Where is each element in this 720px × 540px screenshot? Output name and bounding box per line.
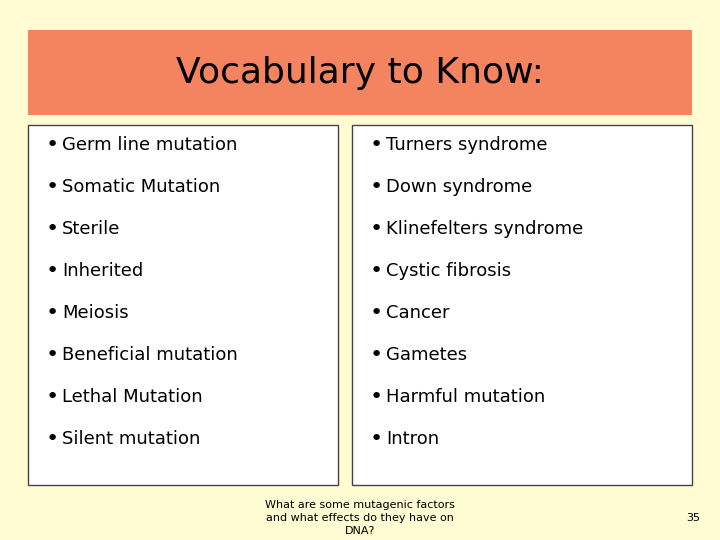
Text: 35: 35 bbox=[686, 513, 700, 523]
Text: Meiosis: Meiosis bbox=[62, 304, 129, 322]
Text: •: • bbox=[370, 429, 383, 449]
Text: •: • bbox=[46, 177, 59, 197]
Text: Somatic Mutation: Somatic Mutation bbox=[62, 178, 220, 196]
Text: •: • bbox=[46, 135, 59, 155]
Text: Down syndrome: Down syndrome bbox=[386, 178, 532, 196]
Text: •: • bbox=[46, 261, 59, 281]
FancyBboxPatch shape bbox=[352, 125, 692, 485]
Text: What are some mutagenic factors
and what effects do they have on
DNA?: What are some mutagenic factors and what… bbox=[265, 500, 455, 536]
Text: •: • bbox=[46, 345, 59, 365]
Text: Intron: Intron bbox=[386, 430, 439, 448]
Text: •: • bbox=[370, 219, 383, 239]
Text: •: • bbox=[370, 345, 383, 365]
Text: •: • bbox=[370, 303, 383, 323]
Text: Cancer: Cancer bbox=[386, 304, 449, 322]
Text: Harmful mutation: Harmful mutation bbox=[386, 388, 545, 406]
Text: •: • bbox=[370, 261, 383, 281]
Text: Turners syndrome: Turners syndrome bbox=[386, 136, 547, 154]
Text: Vocabulary to Know:: Vocabulary to Know: bbox=[176, 56, 544, 90]
Text: •: • bbox=[370, 135, 383, 155]
Text: •: • bbox=[46, 429, 59, 449]
Text: Cystic fibrosis: Cystic fibrosis bbox=[386, 262, 511, 280]
Text: •: • bbox=[370, 387, 383, 407]
Text: •: • bbox=[46, 219, 59, 239]
Text: Klinefelters syndrome: Klinefelters syndrome bbox=[386, 220, 583, 238]
FancyBboxPatch shape bbox=[28, 30, 692, 115]
Text: Inherited: Inherited bbox=[62, 262, 143, 280]
Text: Sterile: Sterile bbox=[62, 220, 120, 238]
Text: Lethal Mutation: Lethal Mutation bbox=[62, 388, 202, 406]
Text: •: • bbox=[370, 177, 383, 197]
FancyBboxPatch shape bbox=[28, 125, 338, 485]
Text: Germ line mutation: Germ line mutation bbox=[62, 136, 238, 154]
Text: •: • bbox=[46, 303, 59, 323]
Text: •: • bbox=[46, 387, 59, 407]
Text: Silent mutation: Silent mutation bbox=[62, 430, 200, 448]
Text: Beneficial mutation: Beneficial mutation bbox=[62, 346, 238, 364]
Text: Gametes: Gametes bbox=[386, 346, 467, 364]
